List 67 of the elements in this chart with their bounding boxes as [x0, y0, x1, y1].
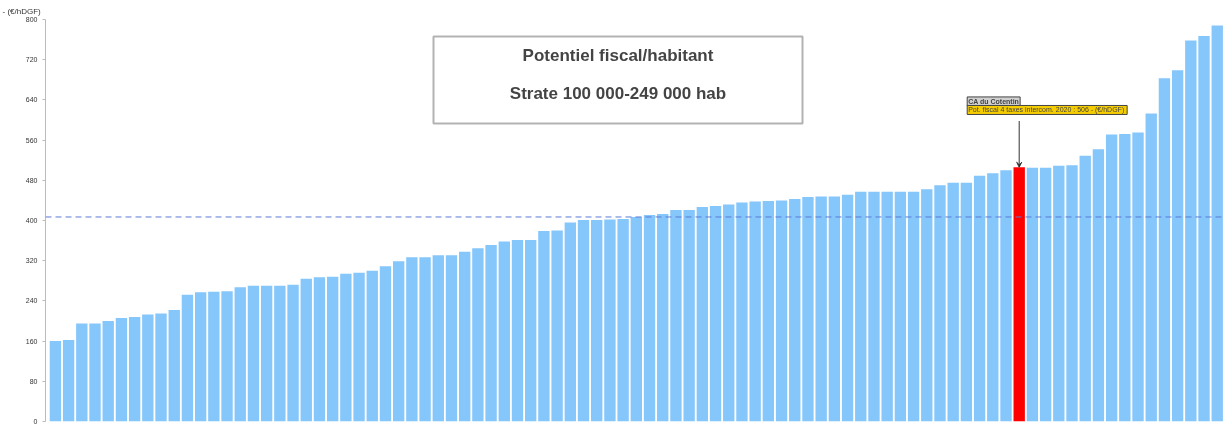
bar — [1211, 25, 1223, 422]
bar — [973, 175, 986, 422]
bar — [1066, 165, 1078, 422]
bar — [247, 285, 260, 422]
bar — [1132, 132, 1144, 422]
bar — [1158, 78, 1171, 422]
bar — [234, 287, 246, 422]
bar — [709, 205, 722, 422]
bar — [789, 198, 801, 422]
bar — [723, 204, 735, 422]
bar — [76, 323, 88, 422]
bar — [775, 200, 788, 422]
bar — [921, 189, 933, 422]
bar — [142, 314, 154, 422]
bar — [313, 277, 326, 422]
bar — [564, 222, 576, 422]
bar — [525, 240, 537, 422]
bar — [194, 292, 207, 422]
bar — [1119, 134, 1131, 422]
bar — [894, 191, 907, 422]
bar — [181, 294, 194, 422]
bar — [591, 220, 603, 422]
bar — [89, 323, 101, 422]
bar — [1026, 167, 1039, 422]
bar — [1000, 170, 1012, 422]
bar — [300, 278, 312, 422]
bar — [115, 317, 128, 422]
bar — [855, 191, 867, 422]
bar — [762, 200, 775, 422]
bar — [934, 185, 946, 422]
bar — [326, 276, 339, 422]
bar — [379, 266, 392, 422]
bar — [459, 251, 471, 422]
bar — [1053, 165, 1065, 422]
bar — [445, 255, 458, 422]
bar — [696, 206, 709, 422]
bar — [49, 341, 62, 422]
bar — [498, 241, 510, 422]
bar — [987, 173, 999, 422]
bar — [947, 182, 959, 422]
y-axis-title: - (€/hDGF) — [2, 6, 42, 16]
bar — [1079, 155, 1091, 422]
text: Potentiel fiscal/habitant — [522, 45, 714, 65]
bar — [128, 316, 141, 422]
bar — [1092, 149, 1105, 422]
bar — [643, 214, 656, 422]
bar — [155, 313, 167, 422]
bar — [1145, 113, 1157, 422]
bar — [630, 216, 642, 422]
bar — [62, 340, 75, 422]
bar — [960, 182, 973, 422]
bar — [1105, 134, 1118, 422]
bar — [511, 240, 524, 422]
bar — [828, 196, 841, 422]
bar — [366, 270, 378, 422]
bar — [432, 255, 444, 422]
bar — [577, 220, 590, 422]
bar — [392, 261, 405, 422]
bar — [1171, 70, 1184, 422]
bar — [907, 191, 920, 422]
bar — [102, 321, 114, 422]
bar — [168, 309, 180, 422]
bar — [260, 285, 273, 422]
bar — [657, 213, 669, 422]
bar — [1039, 167, 1052, 422]
bar — [841, 194, 854, 422]
text: Strate 100 000-249 000 hab — [509, 83, 727, 103]
